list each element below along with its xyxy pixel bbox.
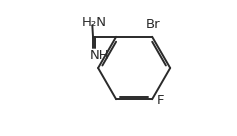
Text: Br: Br (146, 18, 160, 31)
Text: NH: NH (90, 49, 109, 62)
Text: H₂N: H₂N (82, 16, 106, 29)
Text: F: F (157, 94, 164, 107)
